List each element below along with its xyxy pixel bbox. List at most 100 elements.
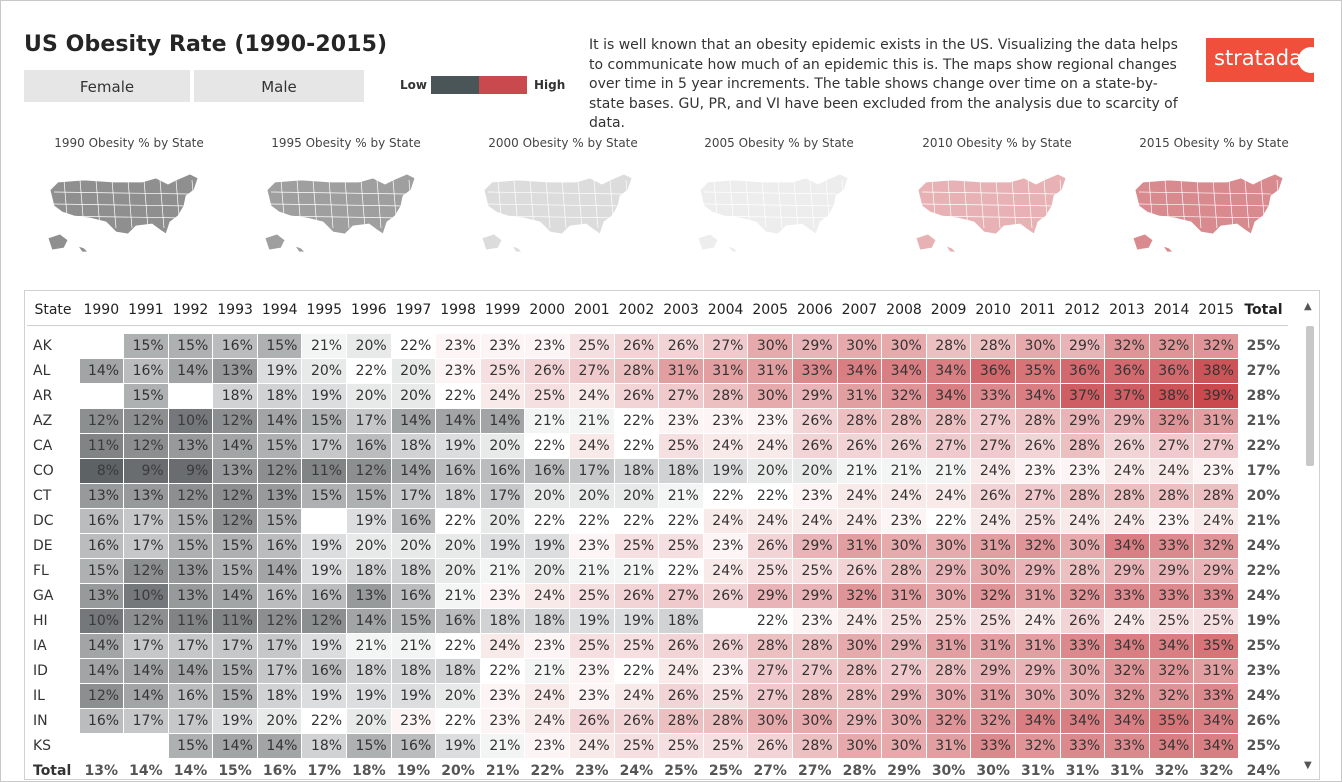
value-cell[interactable]: 25% bbox=[926, 608, 972, 634]
value-cell[interactable]: 23% bbox=[435, 334, 481, 359]
value-cell[interactable]: 19% bbox=[257, 358, 303, 384]
value-cell[interactable]: 12% bbox=[212, 508, 258, 534]
value-cell[interactable]: 22% bbox=[301, 708, 348, 734]
value-cell[interactable]: 20% bbox=[346, 334, 392, 359]
value-cell[interactable]: 23% bbox=[480, 334, 526, 359]
value-cell[interactable]: 15% bbox=[212, 683, 258, 709]
value-cell[interactable]: 20% bbox=[346, 533, 392, 559]
table-row[interactable]: DC 16% 17% 15% 12% 15% 19% 16% 22% 20% 22% 22% 22% 22… bbox=[27, 508, 1289, 534]
value-cell[interactable]: 30% bbox=[837, 334, 883, 359]
value-cell[interactable]: 34% bbox=[926, 383, 972, 409]
value-cell[interactable]: 15% bbox=[257, 334, 303, 359]
value-cell[interactable]: 24% bbox=[792, 508, 838, 534]
value-cell[interactable]: 24% bbox=[747, 433, 793, 459]
value-cell[interactable]: 27% bbox=[747, 683, 793, 709]
value-cell[interactable]: 23% bbox=[391, 708, 437, 734]
value-cell[interactable]: 34% bbox=[1015, 383, 1061, 409]
value-cell[interactable]: 32% bbox=[1104, 658, 1150, 684]
value-cell[interactable]: 25% bbox=[658, 433, 704, 459]
value-cell[interactable]: 14% bbox=[212, 583, 258, 609]
scroll-down-icon[interactable]: ▼ bbox=[1304, 760, 1312, 771]
value-cell[interactable]: 15% bbox=[79, 558, 125, 584]
value-cell[interactable]: 22% bbox=[926, 508, 972, 534]
value-cell[interactable]: 31% bbox=[703, 358, 749, 384]
table-row[interactable]: AR 15% 18% 18% 19% 20% 20% 22% 24% 25% 24% 26% 27% 28… bbox=[27, 383, 1289, 409]
value-cell[interactable]: 31% bbox=[658, 358, 704, 384]
value-cell[interactable]: 37% bbox=[1104, 383, 1150, 409]
value-cell[interactable]: 32% bbox=[1149, 334, 1195, 359]
value-cell[interactable]: 26% bbox=[658, 633, 704, 659]
value-cell[interactable]: 21% bbox=[837, 458, 883, 484]
value-cell[interactable]: 28% bbox=[747, 633, 793, 659]
value-cell[interactable]: 17% bbox=[123, 633, 169, 659]
column-header-2011[interactable]: 2011 bbox=[1015, 295, 1061, 326]
value-cell[interactable]: 16% bbox=[480, 458, 526, 484]
value-cell[interactable]: 24% bbox=[524, 708, 571, 734]
value-cell[interactable]: 11% bbox=[212, 608, 258, 634]
column-header-1997[interactable]: 1997 bbox=[391, 295, 436, 326]
value-cell[interactable]: 28% bbox=[926, 658, 972, 684]
value-cell[interactable]: 29% bbox=[881, 683, 927, 709]
value-cell[interactable]: 30% bbox=[747, 334, 793, 359]
value-cell[interactable]: 22% bbox=[658, 508, 704, 534]
map-2005[interactable]: 2005 Obesity % by State bbox=[694, 136, 864, 255]
state-cell[interactable]: IL bbox=[27, 683, 80, 709]
value-cell[interactable]: 21% bbox=[480, 733, 526, 759]
value-cell[interactable]: 25% bbox=[614, 633, 660, 659]
value-cell[interactable]: 24% bbox=[1104, 608, 1150, 634]
value-cell[interactable]: 17% bbox=[257, 658, 303, 684]
value-cell[interactable]: 32% bbox=[1015, 733, 1061, 759]
value-cell[interactable]: 14% bbox=[435, 408, 481, 434]
value-cell[interactable]: 29% bbox=[792, 533, 838, 559]
value-cell[interactable]: 15% bbox=[123, 334, 169, 359]
value-cell[interactable]: 32% bbox=[926, 708, 972, 734]
column-header-2014[interactable]: 2014 bbox=[1149, 295, 1194, 326]
value-cell[interactable]: 32% bbox=[970, 583, 1016, 609]
value-cell[interactable]: 21% bbox=[926, 458, 972, 484]
value-cell[interactable]: 14% bbox=[391, 458, 437, 484]
value-cell[interactable]: 22% bbox=[747, 608, 793, 634]
value-cell[interactable]: 31% bbox=[970, 683, 1016, 709]
value-cell[interactable]: 22% bbox=[524, 433, 571, 459]
value-cell[interactable]: 19% bbox=[703, 458, 749, 484]
value-cell[interactable]: 25% bbox=[747, 558, 793, 584]
value-cell[interactable]: 29% bbox=[881, 633, 927, 659]
value-cell[interactable]: 34% bbox=[837, 358, 883, 384]
value-cell[interactable]: 23% bbox=[747, 408, 793, 434]
value-cell[interactable]: 34% bbox=[1015, 708, 1061, 734]
value-cell[interactable]: 29% bbox=[1060, 334, 1106, 359]
value-cell[interactable]: 12% bbox=[123, 408, 169, 434]
value-cell[interactable]: 23% bbox=[792, 483, 838, 509]
value-cell[interactable]: 21% bbox=[569, 558, 615, 584]
value-cell[interactable]: 30% bbox=[970, 558, 1016, 584]
column-header-2000[interactable]: 2000 bbox=[524, 295, 570, 326]
value-cell[interactable]: 27% bbox=[658, 583, 704, 609]
value-cell[interactable]: 16% bbox=[257, 583, 303, 609]
column-header-2006[interactable]: 2006 bbox=[792, 295, 838, 326]
value-cell[interactable]: 27% bbox=[1193, 433, 1239, 459]
value-cell[interactable]: 32% bbox=[837, 583, 883, 609]
value-cell[interactable]: 34% bbox=[1104, 633, 1150, 659]
value-cell[interactable]: 16% bbox=[346, 433, 392, 459]
value-cell[interactable]: 11% bbox=[79, 433, 125, 459]
value-cell[interactable]: 14% bbox=[257, 408, 303, 434]
value-cell[interactable]: 25% bbox=[614, 533, 660, 559]
value-cell[interactable]: 22% bbox=[614, 408, 660, 434]
value-cell[interactable]: 15% bbox=[346, 733, 392, 759]
value-cell[interactable]: 21% bbox=[658, 483, 704, 509]
column-header-1996[interactable]: 1996 bbox=[346, 295, 392, 326]
value-cell[interactable]: 19% bbox=[435, 733, 481, 759]
value-cell[interactable]: 28% bbox=[1060, 483, 1106, 509]
value-cell[interactable]: 30% bbox=[1060, 533, 1106, 559]
value-cell[interactable]: 16% bbox=[301, 658, 348, 684]
value-cell[interactable]: 30% bbox=[926, 583, 972, 609]
value-cell[interactable]: 18% bbox=[524, 608, 571, 634]
value-cell[interactable]: 13% bbox=[123, 483, 169, 509]
value-cell[interactable]: 19% bbox=[301, 633, 348, 659]
value-cell[interactable]: 23% bbox=[435, 358, 481, 384]
value-cell[interactable]: 15% bbox=[212, 658, 258, 684]
value-cell[interactable]: 26% bbox=[658, 683, 704, 709]
value-cell[interactable]: 18% bbox=[391, 658, 437, 684]
value-cell[interactable]: 23% bbox=[524, 733, 571, 759]
value-cell[interactable]: 20% bbox=[435, 683, 481, 709]
